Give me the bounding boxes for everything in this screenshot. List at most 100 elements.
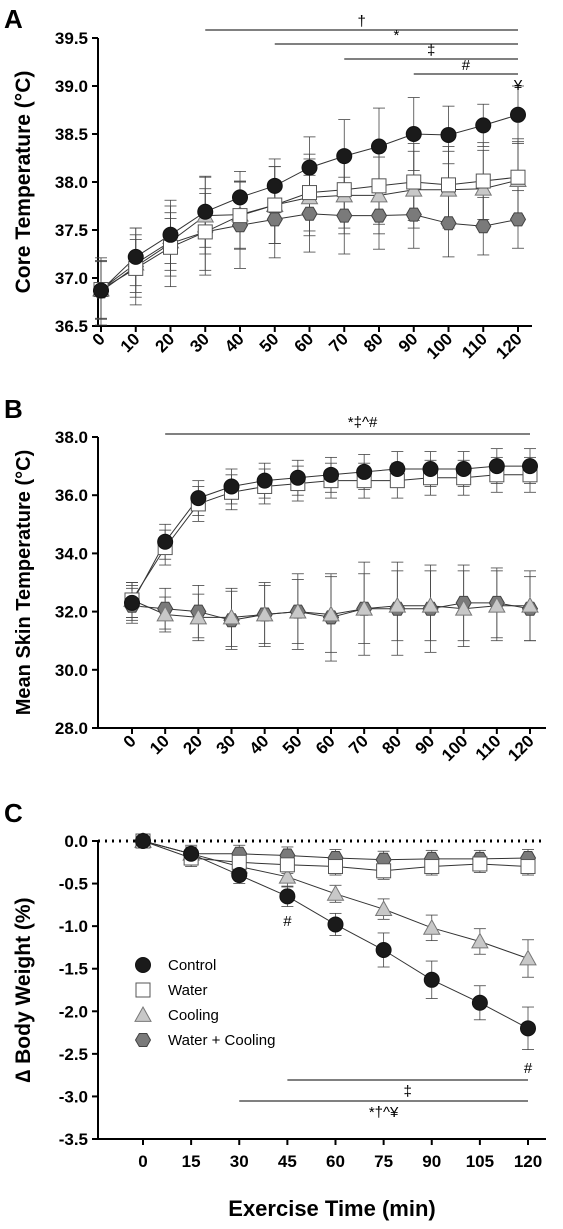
x-tick-label: 0: [138, 1152, 147, 1171]
point-cooling: [519, 949, 537, 966]
point-water: [197, 224, 213, 240]
point-control: [488, 458, 505, 475]
point-control: [279, 888, 296, 905]
point-control: [266, 177, 283, 194]
point-cooling: [278, 867, 297, 884]
point-cooling: [222, 608, 241, 625]
x-tick-label: 60: [312, 731, 339, 758]
point-control: [336, 148, 353, 165]
point-control: [471, 994, 488, 1011]
y-tick-label: -3.0: [59, 1087, 88, 1106]
x-tick-label: 90: [395, 329, 422, 356]
point-cooling: [422, 918, 441, 935]
point-control: [157, 533, 174, 550]
x-axis-label: Exercise Time (min): [228, 1196, 435, 1221]
point-control: [289, 469, 306, 486]
point-control: [256, 472, 273, 489]
point-water-cooling: [301, 206, 318, 221]
x-tick-label: 120: [504, 731, 537, 764]
y-axis-label: ∆ Body Weight (%): [12, 897, 35, 1082]
point-cooling: [374, 900, 393, 917]
y-tick-label: 39.5: [55, 29, 88, 48]
x-tick-label: 60: [291, 329, 318, 356]
point-water: [472, 856, 488, 872]
point-control: [440, 126, 457, 143]
legend-marker: [134, 1033, 152, 1047]
point-water: [520, 859, 536, 875]
x-tick-label: 90: [412, 731, 439, 758]
point-cooling: [521, 596, 539, 613]
x-tick-label: 50: [256, 329, 283, 356]
legend-label: Water + Cooling: [168, 1032, 275, 1049]
panel-letter-B: B: [4, 394, 23, 424]
point-control: [455, 461, 472, 478]
x-tick-label: 100: [438, 731, 471, 764]
significance-symbol: *‡^#: [348, 414, 378, 431]
point-water-cooling: [440, 216, 457, 231]
significance-symbol: #: [283, 913, 292, 930]
x-tick-label: 80: [378, 731, 405, 758]
legend-marker: [134, 1005, 152, 1022]
x-tick-label: 60: [326, 1152, 345, 1171]
point-water-cooling: [336, 208, 353, 223]
y-tick-label: -0.5: [59, 875, 88, 894]
point-control: [422, 461, 439, 478]
x-tick-label: 50: [279, 731, 306, 758]
point-control: [510, 106, 526, 123]
significance-symbol: *†^¥: [369, 1104, 399, 1121]
x-tick-label: 75: [374, 1152, 393, 1171]
point-cooling: [189, 608, 208, 625]
point-water: [279, 857, 295, 873]
point-control: [356, 463, 373, 480]
y-tick-label: 38.0: [55, 428, 88, 447]
y-tick-label: -2.5: [59, 1045, 88, 1064]
x-tick-label: 30: [230, 1152, 249, 1171]
x-tick-label: 110: [458, 329, 491, 362]
legend-marker: [135, 982, 151, 998]
significance-symbol: ‡: [427, 42, 435, 59]
x-tick-label: 20: [179, 731, 206, 758]
point-water: [406, 174, 422, 190]
x-tick-label: 30: [186, 329, 213, 356]
y-tick-label: -1.0: [59, 917, 88, 936]
point-cooling: [322, 605, 340, 622]
x-tick-label: 45: [278, 1152, 297, 1171]
point-control: [522, 458, 538, 475]
x-tick-label: 10: [146, 731, 173, 758]
point-cooling: [326, 884, 345, 901]
point-cooling: [156, 605, 175, 622]
significance-symbol: †: [357, 13, 365, 30]
point-control: [323, 466, 339, 483]
point-water: [371, 178, 387, 194]
y-tick-label: 39.0: [55, 77, 88, 96]
point-cooling: [487, 596, 506, 613]
y-tick-label: 34.0: [55, 544, 88, 563]
y-tick-label: 30.0: [55, 661, 88, 680]
x-tick-label: 0: [120, 731, 140, 751]
point-control: [301, 159, 318, 176]
x-tick-label: 70: [325, 329, 352, 356]
point-control: [375, 941, 392, 958]
y-tick-label: -2.0: [59, 1002, 88, 1021]
significance-symbol: #: [524, 1060, 533, 1077]
point-cooling: [471, 932, 489, 949]
point-control: [405, 126, 422, 142]
y-tick-label: 37.5: [55, 221, 88, 240]
y-tick-label: 0.0: [64, 832, 88, 851]
point-control: [475, 117, 492, 134]
point-cooling: [355, 599, 374, 616]
y-tick-label: 36.5: [55, 317, 88, 336]
x-tick-label: 100: [423, 329, 456, 362]
point-cooling: [454, 599, 473, 616]
point-control: [231, 867, 248, 884]
x-tick-label: 120: [492, 329, 525, 362]
point-water-cooling: [475, 219, 492, 234]
point-control: [135, 833, 151, 849]
x-tick-label: 110: [472, 731, 505, 764]
x-tick-label: 40: [221, 329, 248, 356]
point-water: [475, 173, 491, 189]
panel-letter-A: A: [4, 4, 23, 34]
legend-label: Cooling: [168, 1007, 219, 1024]
point-control: [223, 478, 240, 495]
point-cooling: [288, 602, 307, 619]
